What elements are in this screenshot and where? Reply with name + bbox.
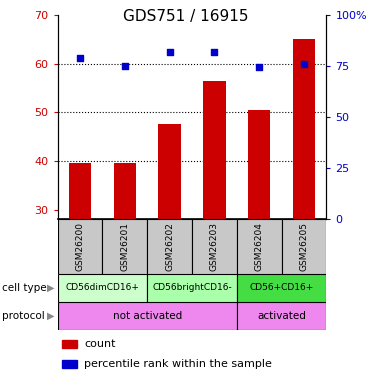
Text: CD56+CD16+: CD56+CD16+ [250,284,314,292]
Bar [102,219,147,274]
Point [122,63,128,69]
Text: not activated: not activated [112,311,182,321]
Bar [237,302,326,330]
Text: count: count [84,339,116,349]
Bar [69,164,91,219]
Text: ▶: ▶ [47,311,55,321]
Text: GSM26202: GSM26202 [165,222,174,271]
Bar [58,219,102,274]
Bar [62,340,77,348]
Text: cell type: cell type [2,283,46,293]
Bar [192,219,237,274]
Bar [58,274,147,302]
Point [211,49,217,55]
Text: GSM26203: GSM26203 [210,222,219,271]
Text: GSM26200: GSM26200 [75,222,85,271]
Text: GDS751 / 16915: GDS751 / 16915 [123,9,248,24]
Bar [203,81,226,219]
Point [256,64,262,70]
Text: protocol: protocol [2,311,45,321]
Text: GSM26204: GSM26204 [255,222,264,271]
Text: activated: activated [257,311,306,321]
Bar [293,39,315,219]
Text: CD56dimCD16+: CD56dimCD16+ [65,284,139,292]
Bar [158,124,181,219]
Point [77,55,83,61]
Text: percentile rank within the sample: percentile rank within the sample [84,359,272,369]
Text: GSM26205: GSM26205 [299,222,309,271]
Bar [62,360,77,368]
Text: CD56brightCD16-: CD56brightCD16- [152,284,232,292]
Bar [237,274,326,302]
Point [167,49,173,55]
Bar [114,164,136,219]
Bar [147,274,237,302]
Point [301,61,307,67]
Bar [237,219,282,274]
Bar [248,110,270,219]
Bar [58,302,237,330]
Bar [147,219,192,274]
Bar [282,219,326,274]
Text: ▶: ▶ [47,283,55,293]
Text: GSM26201: GSM26201 [120,222,129,271]
